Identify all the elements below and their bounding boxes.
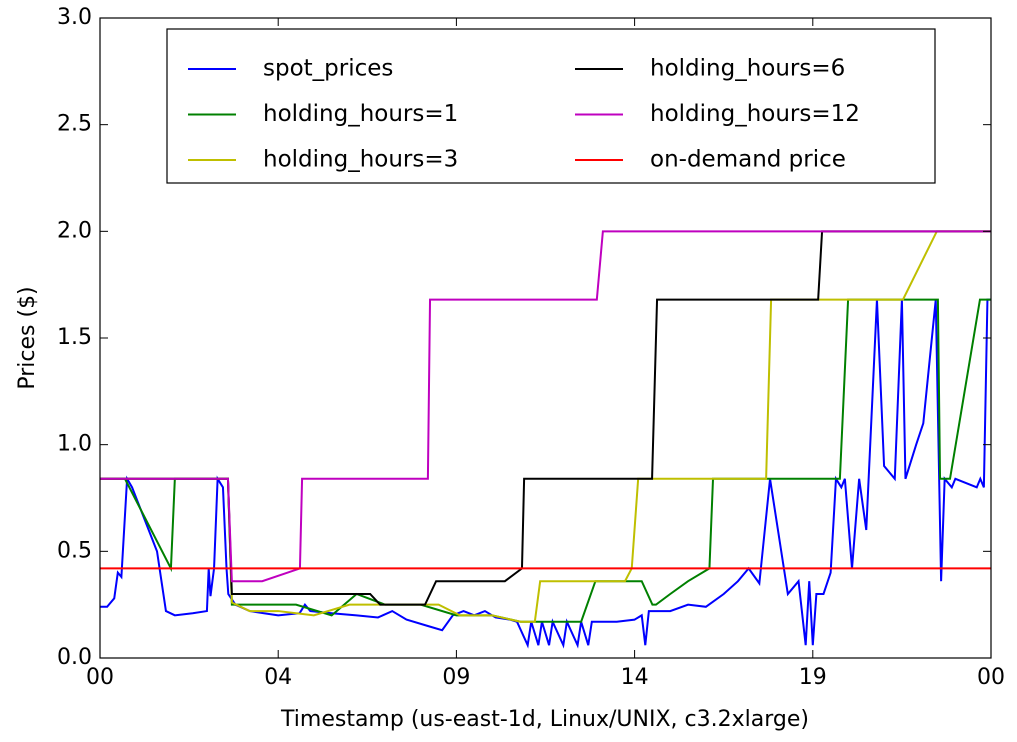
x-tick-label: 00 xyxy=(86,665,114,690)
legend-box xyxy=(166,28,936,184)
y-tick-label: 2.0 xyxy=(57,218,92,243)
x-tick-label: 04 xyxy=(264,665,292,690)
legend-label: holding_hours=6 xyxy=(650,56,845,82)
legend-label: spot_prices xyxy=(263,56,393,82)
legend-label: on-demand price xyxy=(650,147,846,173)
y-tick-label: 0.0 xyxy=(57,645,92,670)
legend-label: holding_hours=12 xyxy=(650,101,860,127)
series-line xyxy=(100,230,991,606)
y-tick-label: 2.5 xyxy=(57,112,92,137)
series-line xyxy=(100,230,991,583)
legend-label: holding_hours=1 xyxy=(263,101,458,127)
y-tick-label: 0.5 xyxy=(57,538,92,563)
series-line xyxy=(100,298,991,649)
series-line xyxy=(100,230,991,623)
x-axis-label: Timestamp (us-east-1d, Linux/UNIX, c3.2x… xyxy=(280,707,809,732)
y-tick-label: 1.5 xyxy=(57,325,92,350)
y-tick-label: 1.0 xyxy=(57,432,92,457)
series-line xyxy=(100,298,991,623)
legend-label: holding_hours=3 xyxy=(263,147,458,173)
x-tick-label: 19 xyxy=(799,665,827,690)
y-axis-label: Prices ($) xyxy=(15,286,40,389)
x-tick-label: 14 xyxy=(621,665,649,690)
x-tick-label: 00 xyxy=(977,665,1005,690)
y-tick-label: 3.0 xyxy=(57,5,92,30)
x-tick-label: 09 xyxy=(442,665,470,690)
